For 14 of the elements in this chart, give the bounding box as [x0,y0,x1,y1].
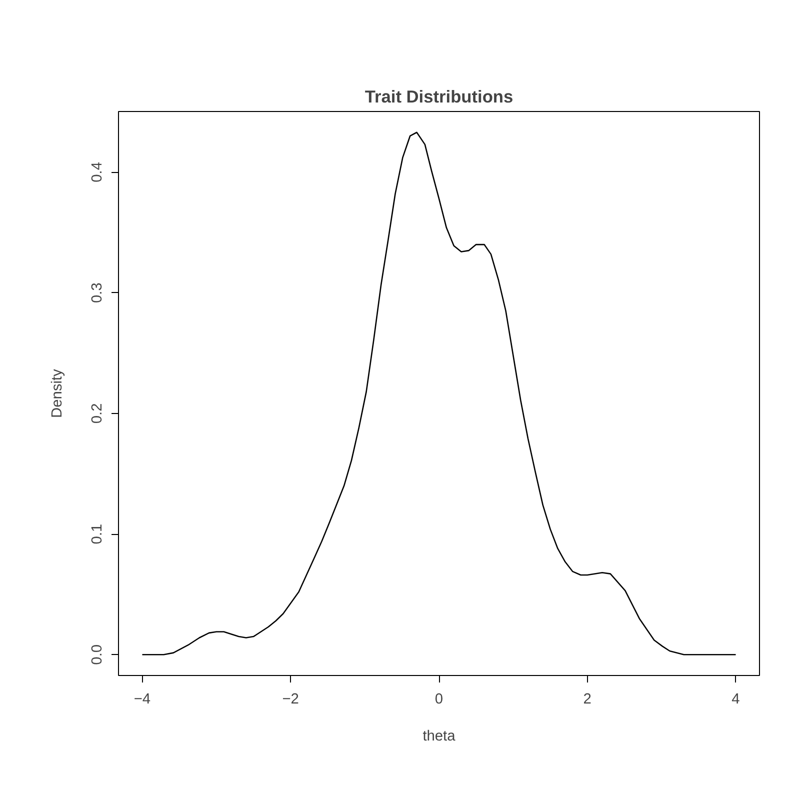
line-series [142,132,736,656]
y-tick-label: 0.1 [90,524,106,544]
x-axis-title: theta [422,728,456,744]
y-tick-label: 0.4 [90,162,106,182]
y-tick-label: 0.0 [90,644,106,665]
x-tick-label: 4 [732,692,740,708]
y-tick-label: 0.3 [90,282,106,303]
chart-title: Trait Distributions [364,86,514,106]
x-tick-label: −4 [134,692,151,708]
x-tick-label: 2 [583,692,592,708]
y-tick-label: 0.2 [90,403,106,424]
y-axis-title: Density [50,368,66,418]
x-tick-label: −2 [282,692,299,708]
x-tick-label: 0 [434,692,444,708]
